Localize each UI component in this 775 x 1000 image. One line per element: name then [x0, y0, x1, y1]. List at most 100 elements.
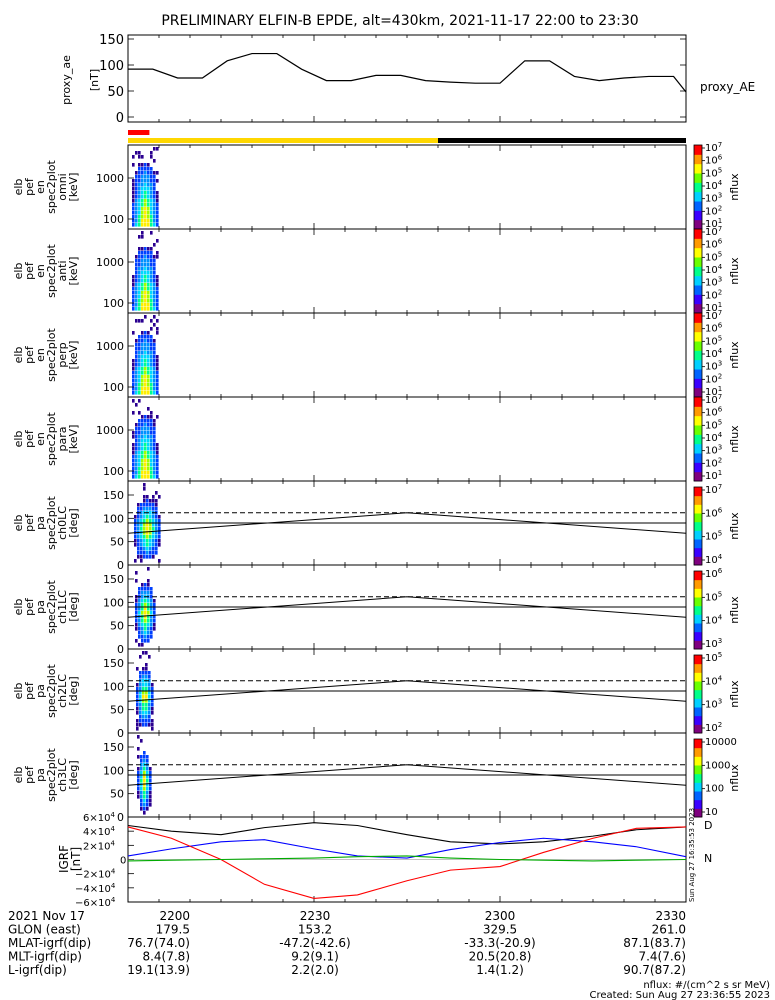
- en-perp-colorbar-band: [694, 313, 702, 323]
- en-para-pixel: [141, 439, 144, 443]
- pa-ch0LC-yticklabel: 50: [110, 536, 124, 549]
- en-omni-pixel: [135, 195, 138, 199]
- en-anti-pixel: [138, 235, 141, 239]
- pa-ch3LC-colorbar-band: [694, 799, 702, 809]
- pa-ch2LC-colorbar-band: [694, 689, 702, 699]
- pa-ch0LC-yticklabel: 100: [103, 512, 124, 525]
- pa-ch3LC-pixel: [146, 799, 149, 803]
- footer-row-value: 7.4(7.6): [638, 950, 686, 964]
- en-para-pixel: [153, 443, 156, 447]
- pa-ch2LC-colorbar-band: [694, 698, 702, 708]
- en-perp-pixel: [144, 383, 147, 387]
- en-anti-pixel: [156, 291, 159, 295]
- en-para-zticklabel: 101: [705, 469, 722, 482]
- en-perp-spectra: [132, 315, 159, 395]
- pa-ch2LC-pixel: [139, 703, 142, 707]
- en-perp-zticklabel: 104: [705, 347, 723, 360]
- pa-ch0LC-pixel: [146, 495, 149, 499]
- pa-ch3LC-pixel: [149, 795, 152, 799]
- en-para-pixel: [132, 435, 135, 439]
- en-para-pixel: [135, 435, 138, 439]
- en-perp-pixel: [144, 347, 147, 351]
- en-omni-pixel: [132, 195, 135, 199]
- pa-ch2LC-colorbar-band: [694, 681, 702, 691]
- pa-ch2LC-pixel: [145, 651, 148, 655]
- en-perp-pixel: [135, 319, 138, 323]
- en-para-pixel: [132, 451, 135, 455]
- en-para-pixel: [150, 455, 153, 459]
- en-omni-ylabel-4: omni: [56, 173, 69, 200]
- en-perp-frame: [127, 312, 687, 398]
- en-para-pixel: [138, 467, 141, 471]
- pa-ch1LC-pixel: [150, 603, 153, 607]
- en-anti-pixel: [138, 287, 141, 291]
- en-anti-pixel: [156, 287, 159, 291]
- pa-ch2LC-colorbar-band: [694, 672, 702, 682]
- pa-ch2LC-colorbar-band: [694, 715, 702, 725]
- en-omni-pixel: [156, 191, 159, 195]
- en-omni-pixel: [156, 179, 159, 183]
- pa-ch3LC-pixel: [140, 775, 143, 779]
- en-anti-pixel: [150, 251, 153, 255]
- en-omni-pixel: [150, 175, 153, 179]
- pa-ch1LC-pixel: [141, 583, 144, 587]
- en-anti-pixel: [135, 283, 138, 287]
- pa-ch3LC-ylabel-0: elb: [12, 767, 25, 784]
- pa-ch1LC-yticklabel: 50: [110, 620, 124, 633]
- en-para-pixel: [150, 427, 153, 431]
- en-perp-pixel: [135, 355, 138, 359]
- pa-ch1LC-pixel: [150, 615, 153, 619]
- en-para-pixel: [132, 467, 135, 471]
- pa-ch3LC-pixel: [146, 807, 149, 811]
- pa-ch1LC-pixel: [147, 599, 150, 603]
- pa-ch0LC-zlabel: nflux: [728, 512, 741, 540]
- pa-ch1LC-pixel: [153, 599, 156, 603]
- pa-ch3LC-pixel: [143, 779, 146, 783]
- pa-ch1LC-pixel: [144, 607, 147, 611]
- footer-row-label: GLON (east): [8, 923, 81, 937]
- pa-ch0LC-pixel: [146, 503, 149, 507]
- en-para-pixel: [147, 423, 150, 427]
- pa-ch1LC-ylabel-3: spec2plot: [45, 580, 58, 634]
- en-perp-colorbar-band: [694, 341, 702, 351]
- pa-ch2LC-zticklabel: 105: [705, 651, 722, 664]
- pa-ch1LC-pixel: [144, 639, 147, 643]
- pa-ch0LC-colorbar-frame: [693, 486, 703, 566]
- pa-ch3LC-pixel: [140, 755, 143, 759]
- en-omni-ylabel-2: en: [34, 180, 47, 194]
- en-perp-pixel: [153, 363, 156, 367]
- en-anti-pixel: [153, 267, 156, 271]
- pa-ch1LC-pixel: [147, 603, 150, 607]
- en-para-pixel: [156, 415, 159, 419]
- en-para-pixel: [138, 427, 141, 431]
- en-omni-colorbar-band: [694, 154, 702, 165]
- en-perp-pixel: [156, 355, 159, 359]
- pa-ch0LC-pixel: [143, 495, 146, 499]
- en-omni-pixel: [141, 167, 144, 171]
- pa-ch2LC-ylabel-5: [deg]: [67, 676, 80, 705]
- pa-ch0LC-pixel: [158, 539, 161, 543]
- en-para-spectra: [132, 399, 159, 479]
- pa-ch0LC-pixel: [158, 531, 161, 535]
- pa-ch0LC-ylabel-3: spec2plot: [45, 496, 58, 550]
- pa-ch0LC-pixel: [149, 507, 152, 511]
- pa-ch3LC-pixel: [143, 807, 146, 811]
- pa-ch1LC-colorbar-band: [694, 605, 702, 615]
- footer-row-label: 2021 Nov 17: [8, 909, 85, 923]
- en-omni-pixel: [144, 215, 147, 219]
- pa-ch0LC-pixel: [146, 539, 149, 543]
- en-para-zticklabel: 106: [705, 406, 723, 419]
- en-para-pixel: [144, 427, 147, 431]
- en-omni-pixel: [147, 195, 150, 199]
- en-perp-colorbar-band: [694, 369, 702, 379]
- pa-ch0LC-pixel: [155, 507, 158, 511]
- en-perp-pixel: [153, 339, 156, 343]
- pa-ch0LC-pixel: [143, 519, 146, 523]
- region-bar-segment: [128, 138, 438, 143]
- en-omni-pixel: [138, 171, 141, 175]
- pa-ch2LC-pixel: [145, 711, 148, 715]
- en-para-pixel: [138, 435, 141, 439]
- pa-ch3LC-pixel: [149, 787, 152, 791]
- en-perp-pixel: [156, 391, 159, 395]
